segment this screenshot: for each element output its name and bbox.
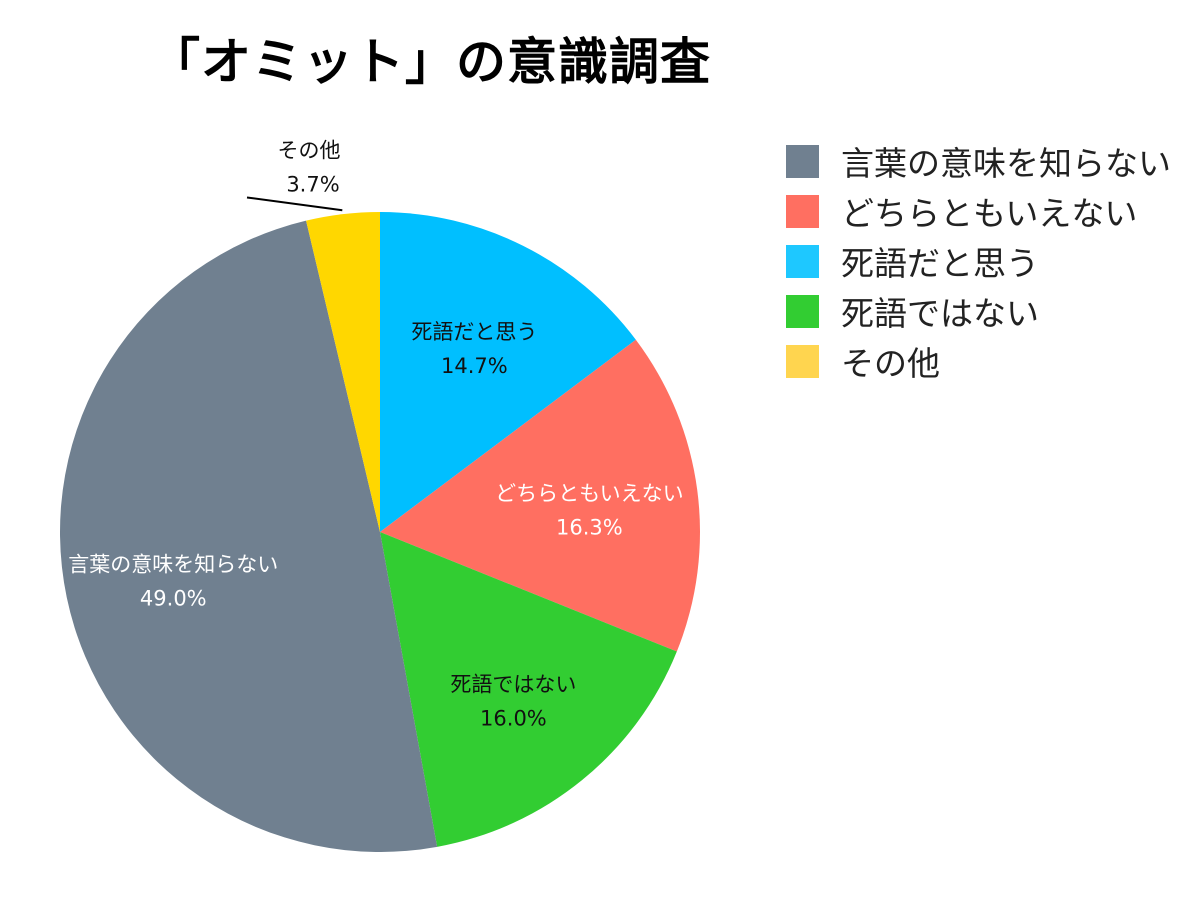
legend-label: 言葉の意味を知らない [841,144,1171,183]
legend-item: どちらともいえない [786,186,1171,236]
legend-swatch [786,344,819,378]
pie-slice [380,532,677,847]
slice-value-label: 16.3% [556,515,623,539]
chart-title: 「オミット」の意識調査 [150,33,711,91]
legend: 言葉の意味を知らない どちらともいえない 死語だと思う 死語ではない その他 [786,136,1171,386]
legend-swatch [786,244,819,278]
legend-label: その他 [841,344,940,383]
slice-label: その他 [278,138,341,162]
legend-swatch [786,144,819,178]
slice-label: 言葉の意味を知らない [68,552,278,576]
slice-value-label: 3.7% [286,172,339,196]
slice-value-label: 49.0% [140,586,207,610]
legend-label: どちらともいえない [841,194,1138,233]
legend-swatch [786,194,819,228]
legend-item: その他 [786,336,1171,386]
pie-slice [380,339,700,652]
slice-value-label: 14.7% [441,354,508,378]
pie-slice [60,220,438,852]
legend-item: 死語だと思う [786,236,1171,286]
leader-line [246,196,343,212]
legend-label: 死語だと思う [841,244,1039,283]
slice-value-label: 16.0% [480,707,547,731]
legend-item: 死語ではない [786,286,1171,336]
slice-label: 死語だと思う [411,320,537,344]
slice-label: 死語ではない [450,673,576,697]
pie-slice [380,212,636,532]
legend-label: 死語ではない [841,294,1039,333]
legend-item: 言葉の意味を知らない [786,136,1171,186]
legend-swatch [786,294,819,328]
pie-slice [306,212,380,532]
slice-label: どちらともいえない [495,481,684,505]
